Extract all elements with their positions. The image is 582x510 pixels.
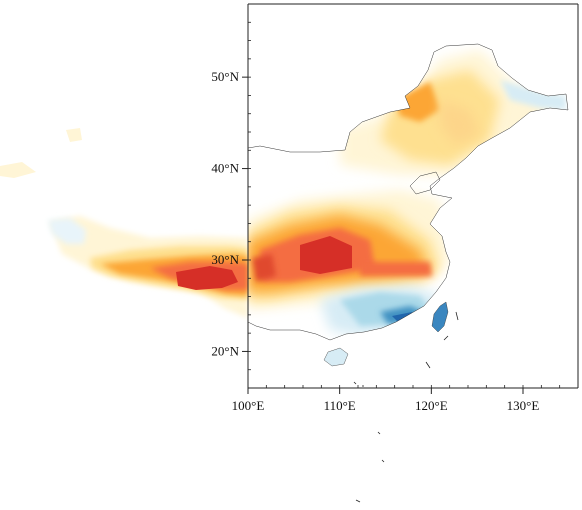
western-pale-fleck bbox=[66, 128, 82, 142]
y-tick-label: 40°N bbox=[211, 161, 239, 176]
small-islands bbox=[353, 311, 459, 503]
y-tick-label: 30°N bbox=[211, 252, 239, 267]
x-tick-label: 100°E bbox=[232, 398, 265, 413]
y-tick-label: 20°N bbox=[211, 343, 239, 358]
western-anomaly-field bbox=[0, 128, 248, 318]
western-light-blue bbox=[48, 218, 86, 244]
x-tick-label: 110°E bbox=[324, 398, 356, 413]
hainan-island bbox=[323, 347, 349, 367]
western-red-core bbox=[176, 266, 238, 290]
x-tick-label: 130°E bbox=[507, 398, 540, 413]
axis-ticks: 100°E 110°E 120°E 130°E 20°N 30°N 40°N 50°N bbox=[211, 3, 579, 413]
china-coastline bbox=[247, 43, 569, 341]
bohai-gulf-outline bbox=[409, 171, 441, 195]
western-pale-fleck-2 bbox=[0, 162, 36, 178]
x-tick-label: 120°E bbox=[415, 398, 448, 413]
taiwan-island bbox=[431, 301, 449, 333]
y-tick-label: 50°N bbox=[211, 69, 239, 84]
